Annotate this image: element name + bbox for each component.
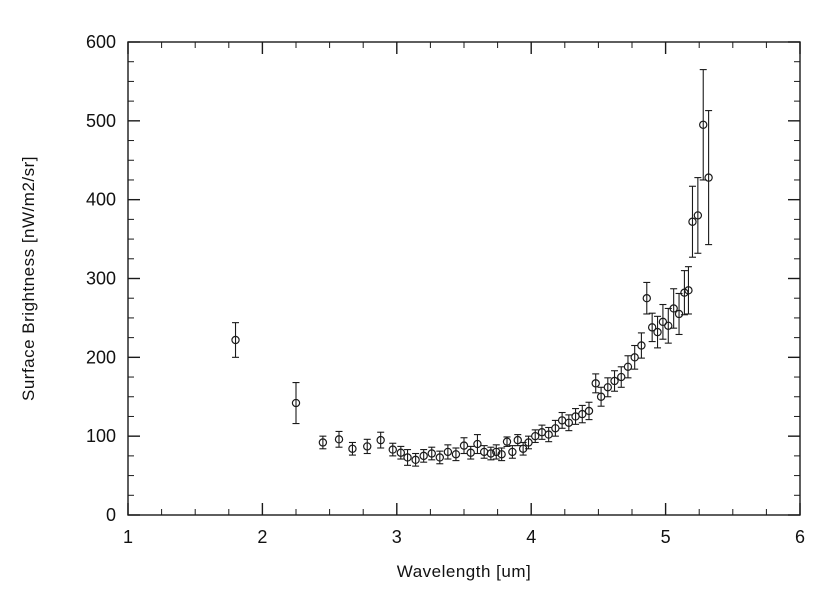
data-point-marker [363,442,372,451]
data-point-marker [403,453,412,462]
data-point-marker [699,120,708,129]
data-point-marker [396,448,406,457]
data-point-marker [610,376,619,386]
data-point-marker [674,309,684,319]
data-point-marker [544,430,553,439]
data-point-marker [348,444,357,453]
data-point-marker [578,409,587,419]
x-tick-label: 3 [392,527,402,547]
data-point-marker [630,353,639,362]
y-tick-label: 300 [86,269,116,289]
data-point-marker [497,450,506,459]
data-point-marker [435,453,445,462]
data-point-marker [623,362,633,371]
data-point-marker [531,431,540,441]
x-tick-label: 1 [123,527,133,547]
data-point-marker [291,398,301,408]
data-point-marker [693,211,703,220]
data-point-marker [637,341,646,350]
data-point-marker [492,447,501,457]
data-point-marker [684,286,693,295]
x-tick-label: 6 [795,527,805,547]
data-point-marker [617,372,626,382]
data-point-marker [603,383,613,392]
data-point-marker [388,445,397,454]
y-axis-label: Surface Brightness [nW/m2/sr] [19,156,38,401]
data-point-marker [443,447,453,457]
y-tick-label: 200 [86,347,116,367]
data-point-marker [376,435,385,445]
data-point-marker [564,418,574,427]
data-point-marker [473,439,482,449]
data-point-marker [419,451,428,461]
data-point-marker [411,455,420,465]
y-tick-label: 600 [86,32,116,52]
data-point-marker [664,321,673,330]
data-point-marker [451,450,461,459]
data-point-marker [427,449,436,458]
data-point-marker [653,327,662,337]
y-tick-label: 400 [86,190,116,210]
data-point-marker [502,437,512,446]
data-point-marker [688,217,697,226]
data-point-marker [658,317,668,327]
y-tick-label: 500 [86,111,116,131]
data-point-marker [334,435,344,444]
x-axis-label: Wavelength [um] [397,562,531,581]
data-point-marker [584,406,594,416]
data-point-marker [513,435,522,445]
y-tick-label: 100 [86,426,116,446]
data-point-marker [231,335,240,345]
data-point-marker [704,173,713,182]
data-point-marker [642,294,651,303]
x-tick-label: 2 [257,527,267,547]
data-point-marker [459,441,469,450]
data-point-marker [591,379,600,388]
data-point-marker [318,438,328,447]
x-tick-label: 4 [526,527,536,547]
data-point-marker [466,448,475,457]
y-tick-label: 0 [106,505,116,525]
data-point-marker [669,304,678,313]
data-point-marker [647,323,657,332]
data-point-marker [486,449,496,458]
x-tick-label: 5 [661,527,671,547]
data-point-marker [508,447,517,457]
